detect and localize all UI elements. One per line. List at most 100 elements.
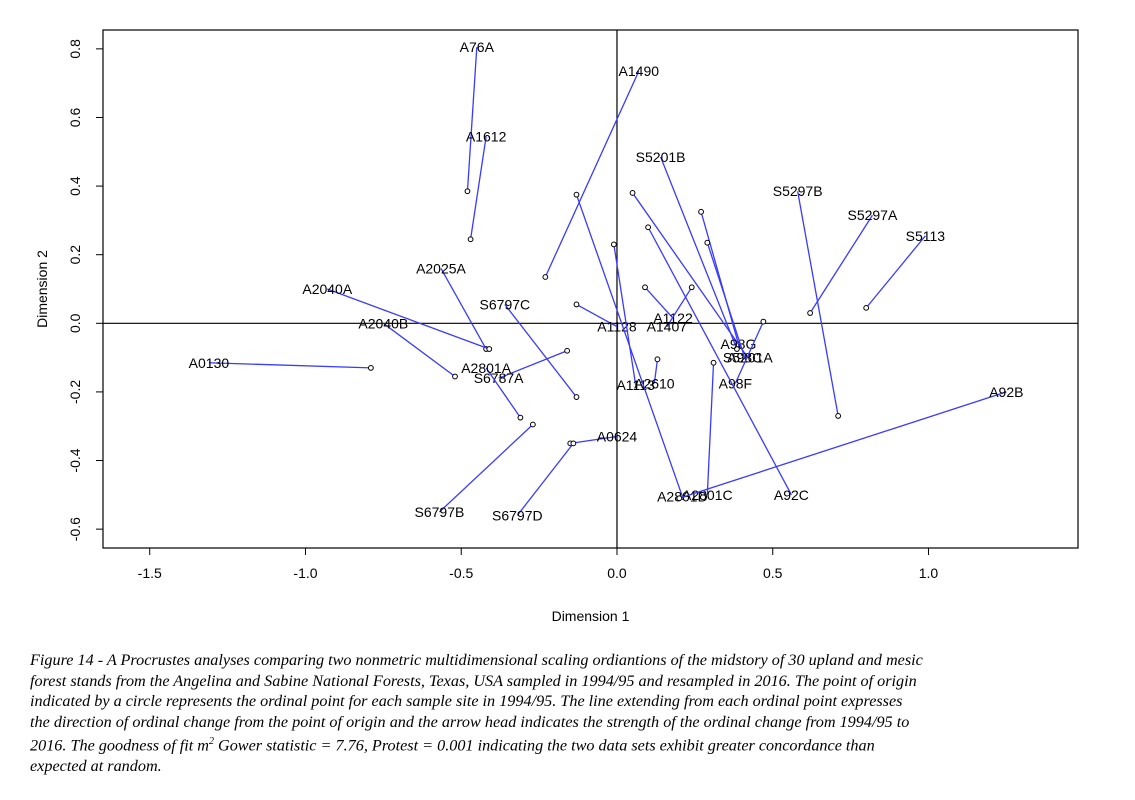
change-vector-S5201B bbox=[659, 156, 738, 350]
point-label-A0130: A0130 bbox=[189, 355, 230, 371]
change-vector-S6787A bbox=[498, 350, 568, 379]
x-tick-label-2: -0.5 bbox=[449, 565, 473, 581]
change-vector-A1612 bbox=[469, 136, 487, 240]
origin-point-A98G bbox=[698, 208, 704, 215]
y-tick-label-1: -0.4 bbox=[67, 448, 83, 472]
change-vector-A1122 bbox=[644, 286, 674, 319]
change-vector-A1128 bbox=[576, 303, 618, 328]
point-label-S6787A: S6787A bbox=[474, 370, 524, 386]
origin-point-A2801C bbox=[710, 359, 717, 366]
figure-caption: Figure 14 - A Procrustes analyses compar… bbox=[30, 650, 1115, 776]
change-vector-A2025A bbox=[440, 268, 487, 350]
change-vector-A0624 bbox=[570, 435, 618, 445]
change-vector-A98G bbox=[700, 211, 740, 345]
change-vector-A2801D bbox=[575, 194, 684, 497]
caption-line-1: Figure 14 - A Procrustes analyses compar… bbox=[30, 651, 923, 669]
y-tick-label-5: 0.4 bbox=[67, 176, 83, 196]
origin-point-A92B bbox=[676, 495, 683, 502]
change-vector-S5113 bbox=[865, 235, 926, 309]
point-label-A1612: A1612 bbox=[466, 128, 507, 144]
point-label-A92C: A92C bbox=[774, 487, 809, 503]
caption-line-3: indicated by a circle represents the ord… bbox=[30, 692, 903, 710]
y-tick-label-2: -0.2 bbox=[67, 380, 83, 404]
change-vector-A2801C bbox=[706, 362, 715, 495]
origin-point-S6797D bbox=[570, 440, 577, 447]
y-tick-label-7: 0.8 bbox=[67, 39, 83, 59]
origin-point-A1612 bbox=[467, 236, 474, 243]
point-label-A2040B: A2040B bbox=[358, 315, 408, 331]
caption-line-6: expected at random. bbox=[30, 756, 162, 775]
change-vector-A76A bbox=[466, 47, 478, 192]
y-axis-title: Dimension 2 bbox=[34, 250, 50, 328]
origin-point-S6787A bbox=[564, 347, 571, 354]
origin-point-S5201A bbox=[629, 190, 636, 196]
point-label-S5201B: S5201B bbox=[636, 149, 686, 165]
origin-point-A1490 bbox=[542, 274, 549, 280]
change-vector-S5297A bbox=[809, 214, 873, 314]
origin-point-A2801D bbox=[573, 191, 580, 198]
change-vector-S6797B bbox=[438, 424, 534, 513]
point-label-S6797D: S6797D bbox=[492, 507, 543, 523]
origin-point-A98C bbox=[704, 239, 711, 246]
x-tick-label-3: 0.0 bbox=[607, 565, 627, 581]
point-label-A98F: A98F bbox=[719, 375, 752, 391]
point-label-S6797B: S6797B bbox=[415, 504, 465, 520]
caption-line-2: forest stands from the Angelina and Sabi… bbox=[30, 671, 917, 690]
point-label-A2025A: A2025A bbox=[416, 260, 466, 276]
origin-point-S5201B bbox=[734, 346, 740, 352]
caption-superscript: 2 bbox=[208, 736, 214, 747]
point-label-A1407: A1407 bbox=[647, 319, 688, 335]
change-vector-A92B bbox=[679, 391, 1007, 499]
point-label-A1122: A1122 bbox=[653, 310, 693, 326]
point-label-A2040A: A2040A bbox=[302, 281, 352, 297]
point-label-A0624: A0624 bbox=[597, 429, 638, 445]
origin-point-S5297B bbox=[835, 413, 842, 419]
change-vector-A1490 bbox=[544, 70, 640, 278]
origin-point-A1113 bbox=[610, 241, 617, 248]
plot-layer: A76A A1490 A1612 S5201B S5297B S5297A S5201A S5… bbox=[103, 30, 1078, 548]
y-tick-label-3: 0.0 bbox=[67, 313, 83, 333]
point-label-S5113: S5113 bbox=[906, 228, 946, 244]
point-label-A1490: A1490 bbox=[619, 63, 660, 79]
change-vector-A1113 bbox=[613, 244, 637, 386]
y-tick-label-4: 0.2 bbox=[67, 245, 83, 265]
change-vector-A2610 bbox=[653, 359, 659, 384]
point-label-S5297B: S5297B bbox=[773, 183, 823, 199]
x-tick-label-4: 0.5 bbox=[763, 565, 783, 581]
origin-point-S5297A bbox=[807, 310, 814, 316]
y-tick-label-0: -0.6 bbox=[67, 517, 83, 541]
point-label-A2801C: A2801C bbox=[682, 487, 733, 503]
x-axis-title: Dimension 1 bbox=[552, 608, 630, 624]
origin-point-A1128 bbox=[573, 301, 580, 308]
origin-point-S6797C bbox=[573, 394, 580, 400]
origin-point-S6797B bbox=[529, 421, 536, 428]
caption-line-4: the direction of ordinal change from the… bbox=[30, 712, 910, 731]
origin-point-A98F bbox=[760, 318, 767, 325]
plot-frame bbox=[102, 29, 1079, 549]
origin-point-A92C bbox=[645, 224, 652, 231]
change-vector-S6797D bbox=[516, 442, 574, 516]
point-label-A76A: A76A bbox=[460, 39, 495, 55]
origin-point-S5113 bbox=[863, 304, 870, 311]
point-label-S5201A: S5201A bbox=[723, 350, 773, 366]
point-label-A98C: A98C bbox=[727, 350, 762, 366]
change-vector-A2040A bbox=[327, 288, 490, 350]
caption-line-5a: 2016. The goodness of fit m bbox=[30, 736, 209, 755]
change-vector-A2040B bbox=[382, 322, 456, 377]
point-label-A98G: A98G bbox=[721, 336, 757, 352]
point-label-A1113: A1113 bbox=[616, 377, 655, 393]
point-label-A1128: A1128 bbox=[597, 319, 637, 335]
x-tick-label-5: 1.0 bbox=[919, 565, 939, 581]
x-tick-label-0: -1.5 bbox=[138, 565, 162, 581]
y-axis: -0.6 -0.4 -0.2 0.0 0.2 0.4 0.6 0.8 bbox=[67, 39, 103, 541]
origin-point-A0130 bbox=[367, 365, 374, 371]
change-vector-A1407 bbox=[666, 286, 693, 328]
point-label-S5297A: S5297A bbox=[847, 207, 897, 223]
change-vector-A98C bbox=[706, 242, 746, 358]
x-axis: -1.5 -1.0 -0.5 0.0 0.5 1.0 bbox=[138, 548, 939, 581]
origin-point-A2801A bbox=[517, 414, 524, 421]
point-label-A2801A: A2801A bbox=[461, 360, 511, 376]
change-vector-A0130 bbox=[208, 362, 371, 369]
origin-point-A76A bbox=[464, 188, 471, 195]
point-label-S6797C: S6797C bbox=[480, 296, 531, 312]
